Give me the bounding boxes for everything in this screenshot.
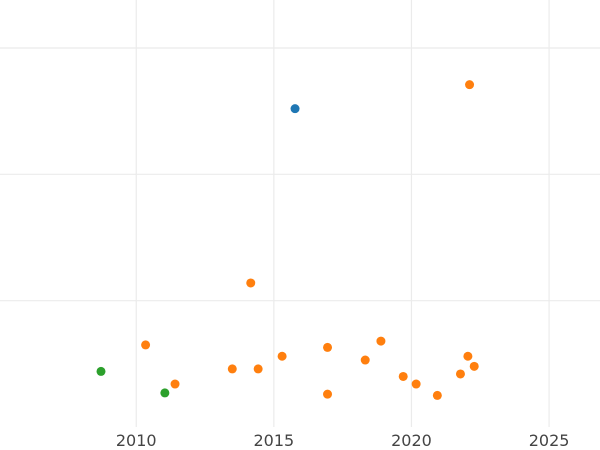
data-point-orange: [323, 389, 333, 399]
data-point-orange: [463, 351, 473, 361]
data-point-orange: [227, 364, 237, 374]
data-point-orange: [432, 390, 442, 400]
data-point-orange: [411, 379, 421, 389]
x-tick-label: 2020: [391, 431, 432, 450]
data-point-orange: [253, 364, 263, 374]
x-axis-ticks: 2010 2015 2020 2025: [116, 431, 570, 450]
data-point-blue: [290, 104, 300, 114]
x-tick-label: 2015: [253, 431, 294, 450]
data-point-orange: [277, 351, 287, 361]
data-point-orange: [141, 340, 151, 350]
data-points: [96, 80, 479, 400]
gridlines: [0, 0, 600, 427]
data-point-orange: [376, 336, 386, 346]
x-tick-label: 2025: [529, 431, 570, 450]
data-point-orange: [323, 342, 333, 352]
data-point-orange: [360, 355, 370, 365]
data-point-orange: [465, 80, 475, 90]
data-point-orange: [246, 278, 256, 288]
x-tick-label: 2010: [116, 431, 157, 450]
data-point-green: [96, 366, 106, 376]
data-point-orange: [469, 361, 479, 371]
data-point-orange: [455, 369, 465, 379]
data-point-orange: [398, 371, 408, 381]
data-point-orange: [170, 379, 180, 389]
data-point-green: [160, 388, 170, 398]
